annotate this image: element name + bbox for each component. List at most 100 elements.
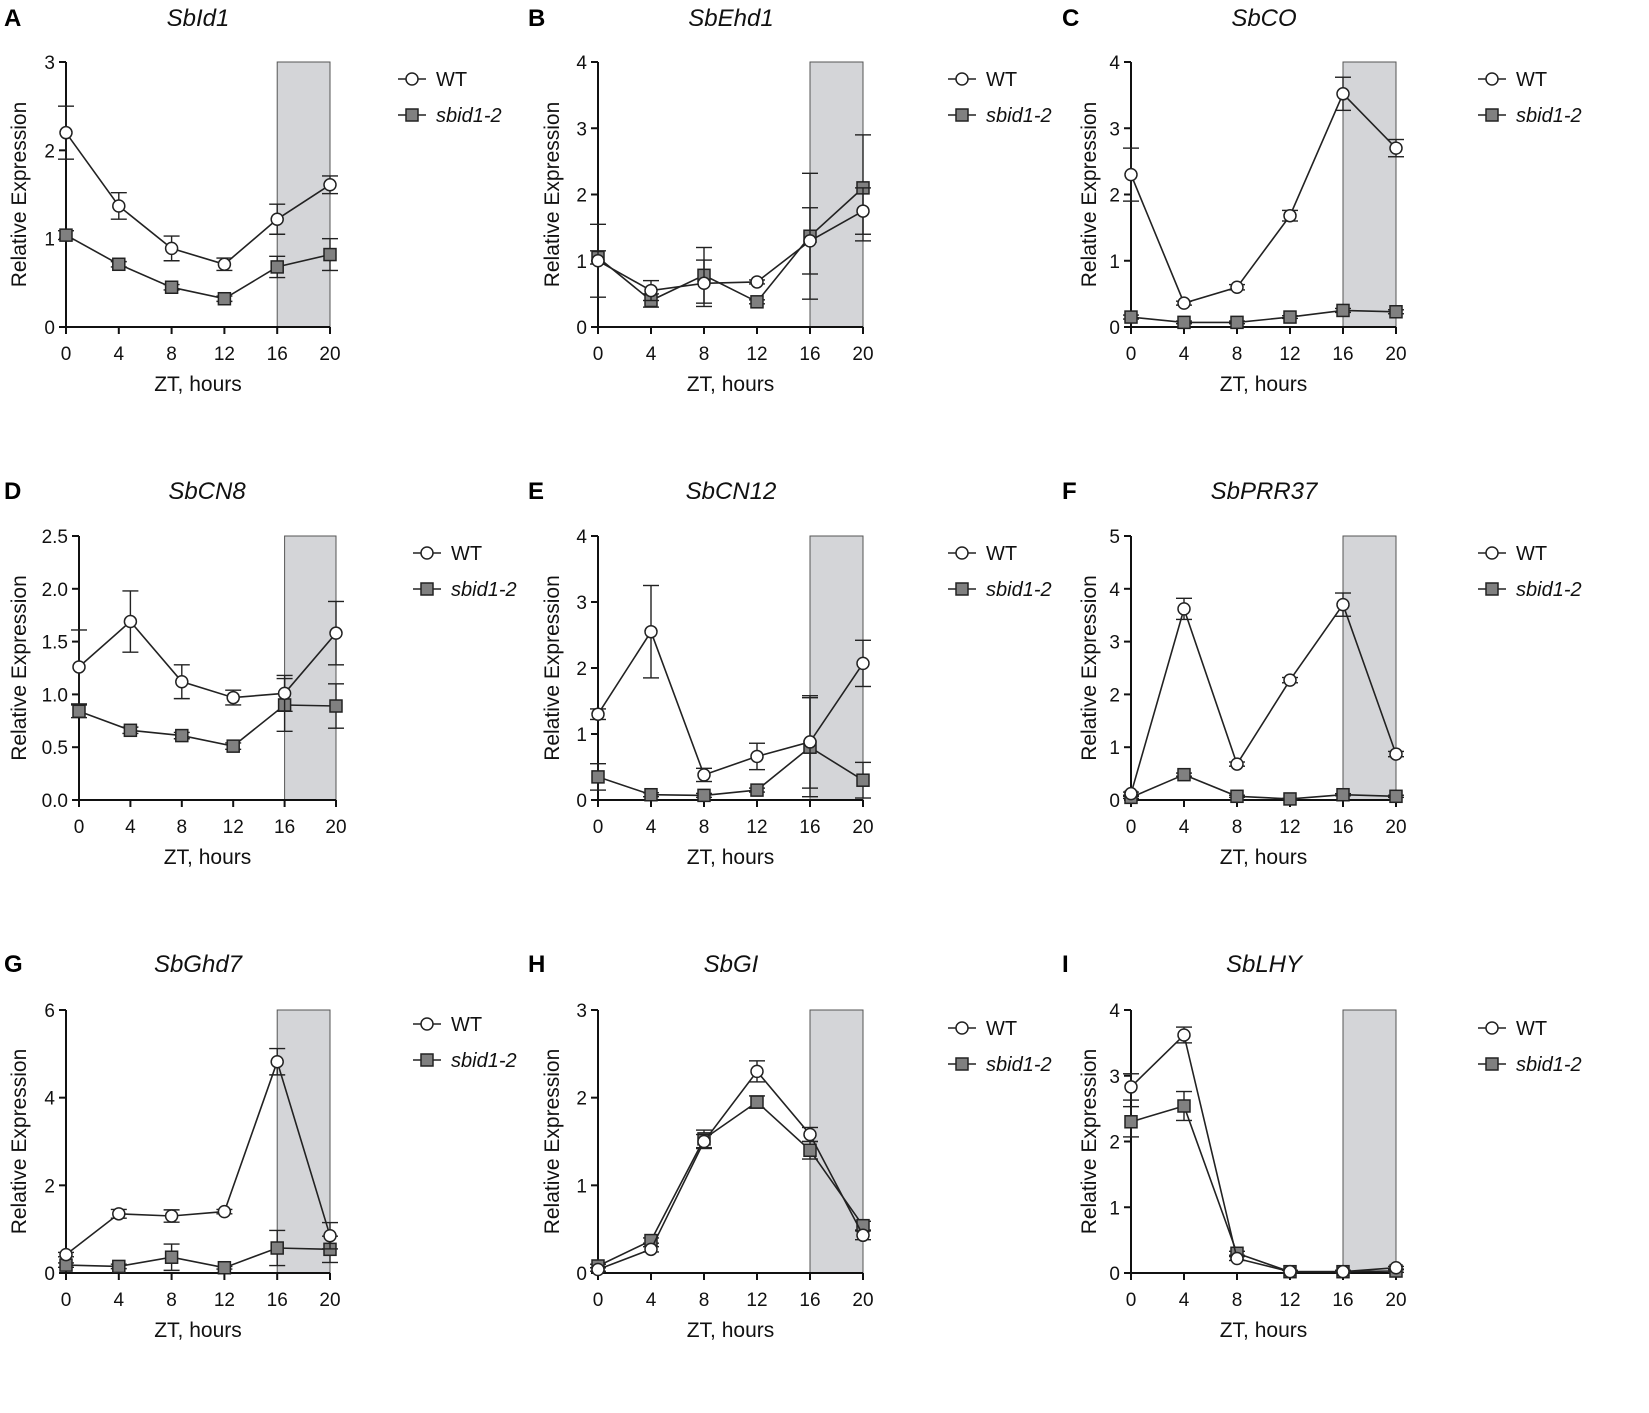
legend-label-wt: WT <box>986 543 1017 565</box>
series-line-wt <box>597 629 864 776</box>
data-point-wt <box>803 1127 817 1142</box>
legend-label-wt: WT <box>1516 543 1547 565</box>
y-tick-label: 0 <box>44 1264 55 1285</box>
y-tick-label: 4 <box>1109 53 1120 74</box>
data-point-wt <box>226 690 240 705</box>
panel-letter: I <box>1062 951 1069 978</box>
data-point-wt <box>803 735 817 749</box>
y-tick-label: 3 <box>576 593 587 614</box>
legend-label-wt: WT <box>436 69 467 91</box>
y-tick-label: 0 <box>44 318 55 339</box>
x-tick-label: 20 <box>852 817 873 838</box>
y-tick-label: 1 <box>576 725 587 746</box>
data-point-wt <box>112 1207 126 1221</box>
data-point-wt <box>175 674 189 689</box>
panel-title: SbCN12 <box>686 478 777 505</box>
x-tick-label: 0 <box>61 344 72 365</box>
y-tick-label: 2 <box>44 1176 55 1197</box>
panel-letter: G <box>4 951 23 978</box>
legend-label-wt: WT <box>986 69 1017 91</box>
x-tick-label: 16 <box>1332 1290 1353 1311</box>
data-point-sbid1-2 <box>112 1259 126 1274</box>
x-tick-label: 16 <box>274 817 295 838</box>
y-tick-label: 4 <box>44 1089 55 1110</box>
y-tick-label: 1.0 <box>42 685 68 706</box>
data-point-wt <box>1283 673 1297 687</box>
y-tick-label: 0.5 <box>42 738 68 759</box>
data-point-sbid1-2 <box>59 228 73 242</box>
data-point-wt <box>1389 141 1403 155</box>
x-axis-label: ZT, hours <box>687 373 775 396</box>
x-tick-label: 16 <box>267 344 288 365</box>
y-tick-label: 3 <box>1109 119 1120 140</box>
data-point-wt <box>750 749 764 764</box>
x-tick-label: 4 <box>125 817 136 838</box>
x-tick-label: 20 <box>1385 817 1406 838</box>
panel-letter: C <box>1062 5 1079 32</box>
series-line-sbid1-2 <box>597 1100 864 1267</box>
data-point-sbid1-2 <box>1124 310 1138 324</box>
x-tick-label: 4 <box>114 344 125 365</box>
data-point-wt <box>1283 1264 1297 1279</box>
data-point-wt <box>329 626 343 640</box>
x-tick-label: 4 <box>1179 344 1190 365</box>
dark-period-shading <box>276 61 331 328</box>
dark-period-shading <box>1342 61 1397 328</box>
data-point-sbid1-2 <box>270 1241 284 1255</box>
panel-title: SbId1 <box>167 5 230 32</box>
legend-label-sbid1-2: sbid1-2 <box>1516 579 1582 601</box>
data-point-sbid1-2 <box>217 1260 232 1275</box>
data-point-sbid1-2 <box>217 291 232 306</box>
legend: WT sbid1-2 <box>1478 1018 1582 1076</box>
series-line-wt <box>1130 1033 1397 1273</box>
y-tick-label: 2 <box>576 1089 587 1110</box>
legend-label-sbid1-2: sbid1-2 <box>986 1054 1052 1076</box>
data-point-sbid1-2 <box>591 770 605 784</box>
data-point-wt <box>112 199 126 213</box>
x-tick-label: 16 <box>267 1290 288 1311</box>
y-tick-label: 0 <box>576 791 587 812</box>
x-tick-label: 0 <box>593 1290 604 1311</box>
data-point-wt <box>270 212 284 226</box>
data-point-sbid1-2 <box>1177 315 1191 330</box>
series-line-sbid1-2 <box>65 234 331 300</box>
data-point-wt <box>1177 602 1191 616</box>
series-line-wt <box>597 210 864 292</box>
x-tick-label: 20 <box>852 344 873 365</box>
x-tick-label: 12 <box>746 1290 767 1311</box>
data-point-wt <box>1230 1251 1244 1266</box>
data-point-sbid1-2 <box>1177 1099 1191 1113</box>
y-axis-label: Relative Expression <box>541 1049 564 1235</box>
data-point-wt <box>217 257 232 272</box>
data-point-sbid1-2 <box>72 704 86 719</box>
data-point-wt <box>72 660 86 674</box>
data-point-wt <box>1336 87 1350 101</box>
legend-label-sbid1-2: sbid1-2 <box>436 105 502 127</box>
legend-label-wt: WT <box>451 543 482 565</box>
legend-marker-wt <box>405 72 419 86</box>
data-point-sbid1-2 <box>270 260 284 274</box>
legend: WT sbid1-2 <box>1478 69 1582 127</box>
x-tick-label: 12 <box>214 344 235 365</box>
dark-period-shading <box>809 535 864 801</box>
data-point-wt <box>591 707 605 721</box>
y-tick-label: 2 <box>576 659 587 680</box>
data-point-wt <box>1124 167 1138 182</box>
panel-letter: A <box>4 5 21 32</box>
data-point-wt <box>1177 1028 1191 1042</box>
x-tick-label: 0 <box>74 817 85 838</box>
data-point-wt <box>644 283 658 298</box>
dark-period-shading <box>1342 1009 1397 1274</box>
data-point-sbid1-2 <box>1336 787 1350 802</box>
x-tick-label: 8 <box>699 817 710 838</box>
series-line-sbid1-2 <box>1130 309 1397 324</box>
x-tick-label: 0 <box>1126 1290 1137 1311</box>
y-axis-label: Relative Expression <box>8 1049 31 1235</box>
x-tick-label: 4 <box>646 344 657 365</box>
data-point-sbid1-2 <box>856 773 870 787</box>
legend-marker-wt <box>955 546 969 560</box>
